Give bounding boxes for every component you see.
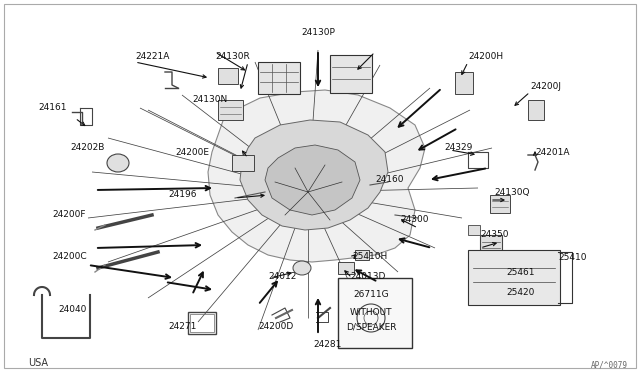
Polygon shape [208,90,425,262]
Text: 25461: 25461 [506,268,534,277]
Text: D/SPEAKER: D/SPEAKER [346,322,396,331]
Bar [528,100,544,120]
Bar [338,262,354,274]
Text: 24130R: 24130R [215,52,250,61]
Text: 24130P: 24130P [301,28,335,37]
Bar [258,62,300,94]
Text: 24013D: 24013D [350,272,385,281]
Text: 24201A: 24201A [535,148,570,157]
Text: 24160: 24160 [375,175,403,184]
Bar [218,68,238,84]
Text: 25410H: 25410H [352,252,387,261]
Ellipse shape [107,154,129,172]
Bar [188,312,216,334]
Text: 24271: 24271 [168,322,196,331]
Text: 24130N: 24130N [192,95,227,104]
Text: 25410: 25410 [558,253,586,262]
Text: 24040: 24040 [58,305,86,314]
Text: 24161: 24161 [38,103,67,112]
Text: 24200E: 24200E [175,148,209,157]
Text: 24200J: 24200J [530,82,561,91]
Text: 24200F: 24200F [52,210,86,219]
Text: 25420: 25420 [506,288,534,297]
Bar [232,155,254,171]
Text: 24221A: 24221A [135,52,170,61]
Bar [338,278,412,348]
Bar [468,225,480,235]
Text: 24200C: 24200C [52,252,86,261]
Text: 24350: 24350 [480,230,509,239]
Text: 24281: 24281 [313,340,341,349]
Text: WITHOUT: WITHOUT [349,308,392,317]
Polygon shape [265,145,360,215]
Text: 24200D: 24200D [258,322,293,331]
Ellipse shape [293,261,311,275]
Polygon shape [240,120,388,230]
Text: 24196: 24196 [168,190,196,199]
Text: USA: USA [28,358,48,368]
Text: 24329: 24329 [444,143,472,152]
Bar [218,100,243,120]
Text: 24130Q: 24130Q [494,188,529,197]
Bar [190,314,214,332]
Text: AP/^0079: AP/^0079 [591,360,628,369]
Text: 24200H: 24200H [468,52,503,61]
Text: 26711G: 26711G [353,290,389,299]
Bar [330,55,372,93]
Bar [455,72,473,94]
Bar [480,235,502,255]
Bar [468,250,560,305]
Bar [355,250,369,260]
Text: 24202B: 24202B [70,143,104,152]
Bar [490,195,510,213]
Text: 24300: 24300 [400,215,429,224]
Text: 24012: 24012 [268,272,296,281]
